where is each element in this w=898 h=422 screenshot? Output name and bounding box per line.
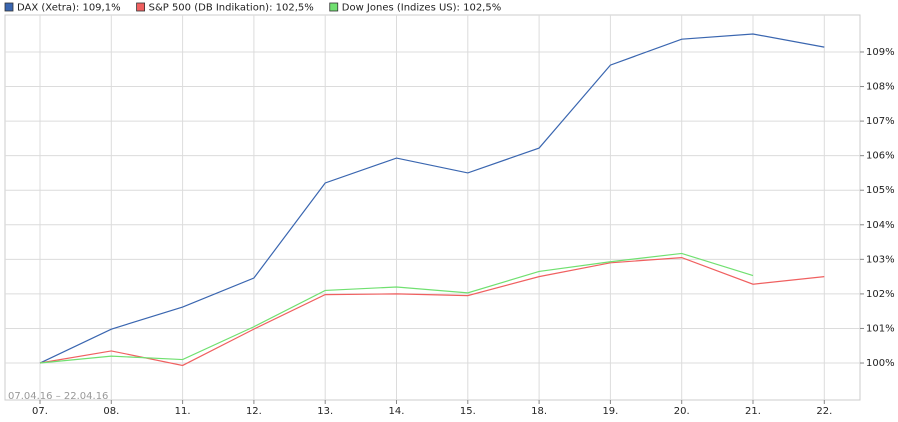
y-tick-label: 103%: [866, 254, 895, 265]
y-tick-label: 105%: [866, 185, 895, 196]
x-tick-label: 22.: [816, 406, 832, 417]
legend-label: Dow Jones (Indizes US): 102,5%: [342, 3, 501, 14]
legend-swatch: [136, 2, 145, 12]
x-tick-label: 07.: [32, 406, 48, 417]
y-tick-label: 109%: [866, 47, 895, 58]
y-tick-label: 107%: [866, 116, 895, 127]
x-tick-label: 08.: [103, 406, 119, 417]
plot-frame: [4, 14, 861, 401]
x-tick-label: 13.: [317, 406, 333, 417]
x-tick-label: 18.: [531, 406, 547, 417]
date-range: 07.04.16 – 22.04.16: [8, 391, 108, 402]
legend-swatch: [4, 2, 14, 12]
x-tick-label: 12.: [246, 406, 262, 417]
y-tick-label: 101%: [866, 323, 895, 334]
x-tick-label: 14.: [389, 406, 405, 417]
y-tick-label: 106%: [866, 151, 895, 162]
x-tick-label: 20.: [674, 406, 690, 417]
y-tick-label: 100%: [866, 358, 895, 369]
series-line: [39, 33, 825, 364]
x-tick-label: 19.: [602, 406, 618, 417]
legend-label: DAX (Xetra): 109,1%: [17, 3, 121, 14]
series-line: [39, 252, 754, 364]
legend-swatch: [329, 2, 339, 12]
series-line: [39, 257, 825, 367]
x-tick-label: 11.: [175, 406, 191, 417]
x-tick-label: 15.: [460, 406, 476, 417]
legend-label: S&P 500 (DB Indikation): 102,5%: [149, 3, 314, 14]
y-tick-label: 104%: [866, 220, 895, 231]
y-tick-label: 108%: [866, 82, 895, 93]
y-tick-label: 102%: [866, 289, 895, 300]
x-tick-label: 21.: [745, 406, 761, 417]
